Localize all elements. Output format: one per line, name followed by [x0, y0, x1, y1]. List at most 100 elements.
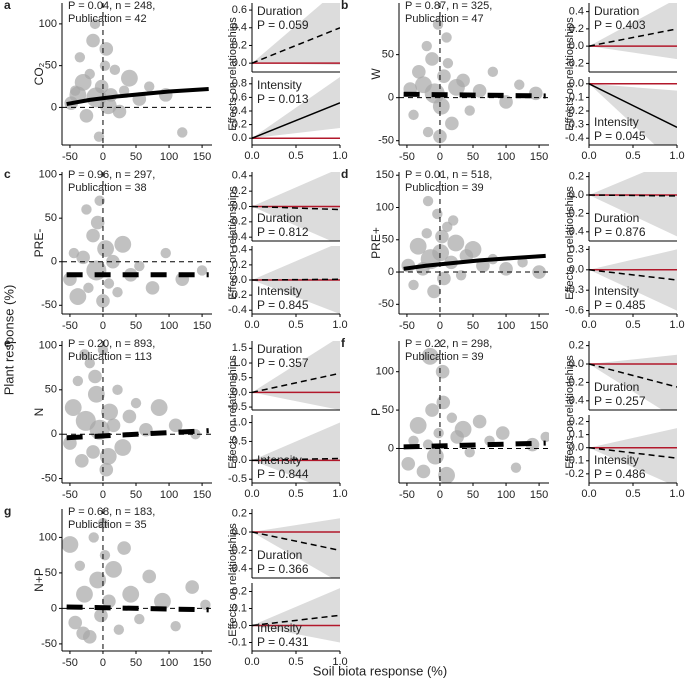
y-tick-label: 0.1	[232, 602, 247, 614]
point	[499, 262, 513, 276]
x-tick-label: 0	[437, 151, 443, 163]
y-axis-label: Effects on relationships	[227, 355, 239, 469]
y-tick-label: 0.0	[232, 57, 247, 69]
y-tick-label: 0.0	[232, 619, 247, 631]
effect-p-value: P = 0.844	[257, 467, 309, 481]
plot-area	[62, 3, 212, 145]
trend-line	[252, 531, 340, 552]
x-tick-label: 150	[193, 657, 211, 669]
y-tick-label: 0.6	[232, 4, 247, 16]
x-tick-label: 50	[130, 151, 142, 163]
plot-area	[589, 172, 677, 237]
y-tick-label: -0.1	[565, 91, 584, 103]
plot-area	[252, 3, 340, 65]
point	[101, 403, 118, 421]
fit-line	[403, 253, 546, 271]
y-tick-label: -0.2	[228, 216, 247, 228]
x-tick-label: -50	[399, 151, 415, 163]
y-tick-label: 0.4	[232, 105, 247, 117]
y-axis-label: Effects on relationships	[227, 523, 239, 637]
x-tick-label: 100	[160, 151, 178, 163]
x-tick-label: 50	[467, 489, 479, 501]
point	[114, 235, 132, 253]
x-tick-label: 0.5	[625, 319, 640, 331]
point	[432, 208, 443, 220]
x-tick-label: 100	[160, 657, 178, 669]
plot-area	[62, 509, 212, 651]
x-tick-label: 0	[100, 657, 106, 669]
point	[442, 58, 454, 69]
y-tick-label: 1.0	[232, 357, 247, 369]
point	[93, 131, 105, 142]
effect-name: Intensity	[594, 453, 639, 467]
y-axis-label: N+P	[32, 568, 46, 592]
y-tick-label: 100	[39, 169, 57, 181]
y-tick-label: 0	[51, 602, 57, 614]
y-tick-label: 150	[376, 169, 394, 181]
point	[510, 462, 522, 473]
point	[79, 349, 90, 360]
x-tick-label: 50	[130, 489, 142, 501]
point	[68, 247, 80, 259]
y-tick-label: 0	[51, 428, 57, 440]
point	[445, 116, 459, 131]
point	[145, 281, 160, 295]
stats-text: P = 0.04, n = 248,	[68, 0, 155, 12]
y-tick-label: -0.4	[228, 563, 247, 575]
x-tick-label: 50	[130, 320, 142, 332]
stats-text: Publication = 39	[405, 351, 484, 363]
point	[87, 385, 105, 403]
stats-text: P = 0.01, n = 518,	[405, 169, 492, 181]
y-tick-label: 0.0	[232, 274, 247, 286]
confidence-band	[589, 83, 677, 145]
y-tick-label: 0.8	[232, 78, 247, 90]
y-tick-label: -0.2	[228, 544, 247, 556]
point	[495, 426, 510, 440]
point	[122, 409, 137, 424]
effect-p-value: P = 0.257	[594, 394, 646, 408]
y-axis-label: Effects on relationships	[564, 186, 576, 300]
effect-name: Intensity	[594, 284, 639, 298]
effect-p-value: P = 0.013	[257, 92, 309, 106]
point	[185, 580, 199, 594]
point	[412, 65, 426, 79]
y-tick-label: 100	[376, 366, 394, 378]
y-axis-title: Plant response (%)	[1, 285, 16, 396]
y-tick-label: 50	[45, 567, 57, 579]
point	[154, 592, 171, 610]
trend-line	[252, 614, 340, 627]
trend-line	[252, 205, 340, 211]
confidence-band	[252, 77, 340, 139]
y-tick-label: 0.0	[569, 40, 584, 52]
point	[68, 615, 83, 630]
point	[421, 40, 432, 52]
point	[62, 536, 79, 553]
x-tick-label: 50	[130, 657, 142, 669]
x-tick-label: -50	[399, 489, 415, 501]
point	[76, 626, 90, 641]
point	[99, 549, 111, 561]
confidence-band	[252, 588, 340, 643]
point	[74, 560, 86, 571]
x-tick-label: 0.0	[581, 319, 596, 331]
point	[84, 68, 95, 80]
point	[177, 127, 188, 138]
effect-p-value: P = 0.845	[257, 298, 309, 312]
point	[94, 79, 109, 94]
x-tick-label: 1.0	[332, 319, 347, 331]
point	[74, 52, 86, 63]
y-tick-label: -0.3	[565, 119, 584, 131]
x-tick-label: 150	[193, 489, 211, 501]
point	[432, 244, 450, 262]
y-tick-label: -0.5	[228, 401, 247, 413]
effect-name: Duration	[594, 4, 639, 18]
y-tick-label: 0.2	[569, 340, 584, 352]
point	[76, 585, 93, 603]
x-tick-label: 1.0	[669, 488, 684, 500]
point	[112, 287, 123, 298]
effect-name: Duration	[594, 211, 639, 225]
panel-label: b	[341, 0, 348, 12]
y-tick-label: 0.1	[569, 429, 584, 441]
x-tick-label: 1.0	[332, 150, 347, 162]
x-tick-label: 150	[193, 151, 211, 163]
